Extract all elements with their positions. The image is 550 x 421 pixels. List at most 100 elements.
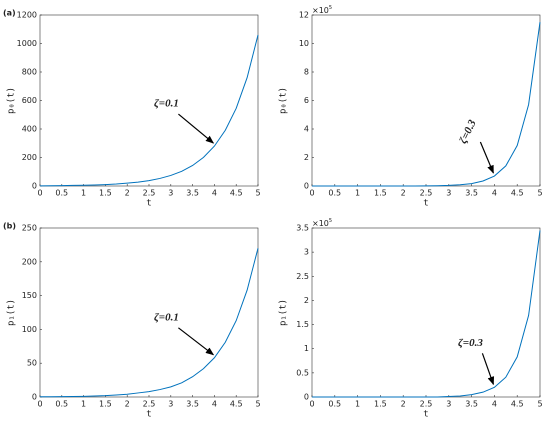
x-tick-label: 0.5 — [328, 400, 341, 409]
y-multiplier-base: ×10 — [312, 219, 329, 228]
x-tick-label: 5 — [255, 189, 260, 198]
panel-label: (a) — [3, 9, 16, 18]
y-tick-label: 0 — [304, 393, 309, 402]
annotation-text: ζ=0.1 — [154, 311, 179, 323]
y-tick-label: 4 — [304, 125, 309, 134]
x-tick-label: 2 — [401, 189, 406, 198]
x-tick-label: 3 — [168, 400, 173, 409]
y-tick-label: 600 — [22, 96, 37, 105]
y-axis-label: p₁(t) — [7, 299, 17, 326]
y-tick-label: 0.5 — [296, 368, 309, 377]
x-tick-label: 5 — [255, 400, 260, 409]
y-axis-label: p₀(t) — [7, 87, 17, 114]
x-tick-label: 2.5 — [420, 400, 433, 409]
y-multiplier-exp: 5 — [329, 5, 332, 11]
x-tick-label: 1 — [81, 189, 86, 198]
annotation-arrow — [178, 113, 215, 144]
subplot: 0 0.5 1 1.5 2 2.5 3 3.5 4 4.5 5024681012tp₀(t)×105… — [279, 5, 543, 209]
x-tick-label: 4 — [492, 189, 497, 198]
x-tick-label: 2 — [125, 189, 130, 198]
x-axis-label: t — [146, 199, 151, 209]
y-tick-label: 200 — [22, 257, 37, 266]
line-series — [39, 34, 259, 187]
x-tick-label: 1.5 — [374, 189, 387, 198]
x-tick-label: 5 — [537, 189, 542, 198]
x-tick-label: 0 — [309, 400, 314, 409]
x-tick-label: 3.5 — [186, 189, 199, 198]
x-tick-label: 3.5 — [465, 400, 478, 409]
x-tick-label: 4.5 — [511, 400, 524, 409]
x-tick-label: 4 — [492, 400, 497, 409]
line-series — [312, 22, 541, 187]
annotation-arrow — [479, 141, 494, 174]
y-tick-label: 800 — [22, 68, 37, 77]
y-tick-label: 1.5 — [296, 320, 309, 329]
y-tick-label: 8 — [304, 68, 309, 77]
y-tick-label: 400 — [22, 125, 37, 134]
annotation-arrow — [178, 327, 215, 356]
x-tick-label: 0.5 — [328, 189, 341, 198]
x-tick-label: 1.5 — [374, 400, 387, 409]
y-multiplier: ×105 — [312, 5, 332, 15]
x-axis-label: t — [423, 199, 428, 209]
annotation-text: ζ=0.3 — [458, 337, 483, 349]
x-tick-label: 1.5 — [99, 400, 112, 409]
y-tick-label: 100 — [22, 325, 37, 334]
x-axis-label: t — [423, 410, 428, 420]
x-tick-label: 1 — [355, 400, 360, 409]
x-tick-label: 4.5 — [230, 189, 243, 198]
x-tick-label: 4 — [212, 189, 217, 198]
y-multiplier-base: ×10 — [312, 6, 329, 15]
y-tick-label: 50 — [27, 359, 37, 368]
y-tick-label: 3.5 — [296, 224, 309, 233]
x-axis-label: t — [146, 410, 151, 420]
line-series — [39, 248, 259, 398]
x-tick-label: 3 — [446, 400, 451, 409]
axes-box — [311, 227, 541, 398]
y-tick-label: 0 — [304, 182, 309, 191]
subplot: 0 0.5 1 1.5 2 2.5 3 3.5 4 4.5 5050100150200250tp₁(… — [3, 222, 261, 420]
x-tick-label: 0.5 — [55, 400, 68, 409]
x-tick-label: 2.5 — [420, 189, 433, 198]
y-tick-label: 1000 — [17, 39, 37, 48]
x-tick-label: 3.5 — [186, 400, 199, 409]
x-tick-label: 1 — [355, 189, 360, 198]
panel-label: (b) — [3, 222, 16, 231]
x-tick-label: 2.5 — [143, 400, 156, 409]
x-tick-label: 4 — [212, 400, 217, 409]
y-tick-label: 150 — [22, 291, 37, 300]
y-tick-label: 2 — [304, 153, 309, 162]
y-tick-label: 0 — [32, 182, 37, 191]
x-tick-label: 0 — [309, 189, 314, 198]
line-series — [312, 230, 541, 398]
axes-box — [311, 14, 541, 187]
y-axis-label: p₁(t) — [279, 299, 289, 326]
subplot: 0 0.5 1 1.5 2 2.5 3 3.5 4 4.5 5 0 0.5 1 1.5 2 2.5 3 3.5 t p₁… — [279, 218, 543, 420]
y-tick-label: 10 — [299, 39, 309, 48]
axes-box — [39, 227, 259, 398]
x-tick-label: 4.5 — [230, 400, 243, 409]
y-multiplier: ×105 — [312, 218, 332, 228]
y-tick-label: 250 — [22, 224, 37, 233]
y-tick-label: 2 — [304, 296, 309, 305]
y-tick-label: 3 — [304, 248, 309, 257]
x-tick-label: 1 — [81, 400, 86, 409]
y-tick-label: 1200 — [17, 11, 37, 20]
x-tick-label: 4.5 — [511, 189, 524, 198]
y-axis-label: p₀(t) — [279, 87, 289, 114]
annotation-arrow — [481, 353, 495, 386]
x-tick-label: 2 — [401, 400, 406, 409]
y-multiplier-exp: 5 — [329, 218, 332, 224]
x-tick-label: 3 — [446, 189, 451, 198]
annotation-text: ζ=0.1 — [154, 98, 179, 110]
x-tick-label: 5 — [537, 400, 542, 409]
x-tick-label: 3 — [168, 189, 173, 198]
y-tick-label: 1 — [304, 344, 309, 353]
x-tick-label: 2.5 — [143, 189, 156, 198]
x-tick-label: 0.5 — [55, 189, 68, 198]
y-tick-label: 0 — [32, 393, 37, 402]
x-tick-label: 0 — [37, 189, 42, 198]
y-tick-label: 6 — [304, 96, 309, 105]
annotation-text: ζ=0.3 — [457, 118, 479, 146]
